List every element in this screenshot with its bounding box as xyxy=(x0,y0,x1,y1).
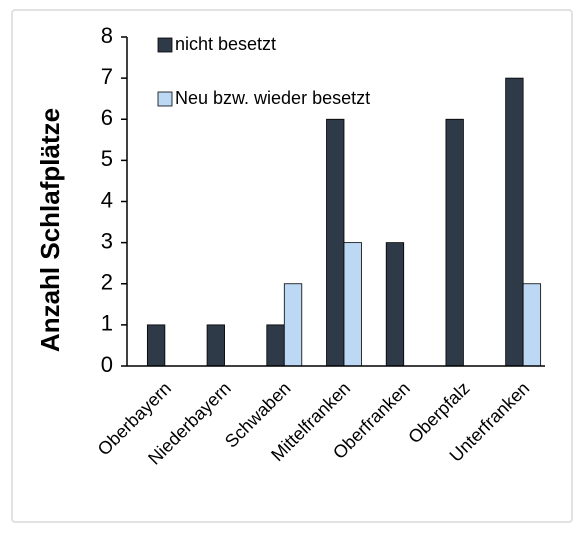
bar xyxy=(326,118,345,367)
bar xyxy=(505,77,524,367)
bar xyxy=(522,283,542,367)
legend-swatch xyxy=(157,91,173,107)
legend-label: nicht besetzt xyxy=(175,34,276,54)
bar xyxy=(266,324,285,367)
bar xyxy=(146,324,166,367)
bar xyxy=(206,324,225,367)
y-tick-label: 2 xyxy=(101,270,113,295)
y-axis-label: Anzahl Schlafplätze xyxy=(35,108,65,352)
y-tick-label: 4 xyxy=(101,187,113,212)
bar xyxy=(445,118,464,367)
y-tick-label: 7 xyxy=(101,64,113,89)
bar xyxy=(283,283,303,367)
y-tick-label: 3 xyxy=(101,228,113,253)
legend-label: Neu bzw. wieder besetzt xyxy=(175,88,370,108)
y-tick-label: 8 xyxy=(101,23,113,48)
bar xyxy=(385,242,405,367)
y-tick-label: 0 xyxy=(101,352,113,377)
bar xyxy=(343,242,362,367)
frame xyxy=(11,9,573,523)
y-tick-label: 1 xyxy=(101,311,113,336)
legend-swatch xyxy=(157,37,173,53)
y-tick-label: 6 xyxy=(101,105,113,130)
y-tick-label: 5 xyxy=(101,146,113,171)
